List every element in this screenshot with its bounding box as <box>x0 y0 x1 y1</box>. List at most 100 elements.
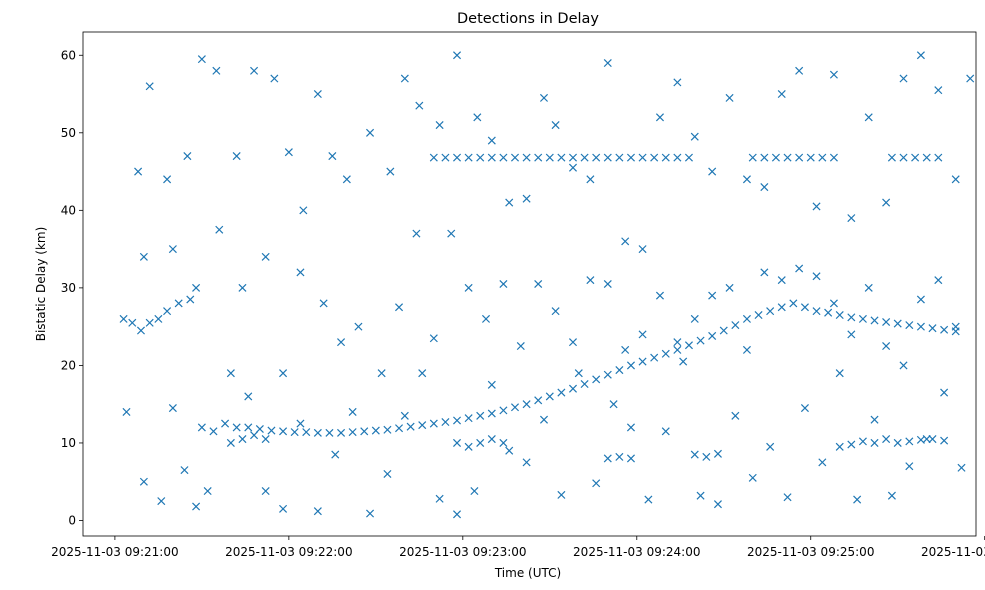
data-point <box>163 175 172 184</box>
data-point <box>806 153 815 162</box>
data-point <box>621 345 630 354</box>
data-point <box>934 153 943 162</box>
data-point <box>673 153 682 162</box>
data-point <box>499 153 508 162</box>
data-point <box>580 153 589 162</box>
data-point <box>418 421 427 430</box>
data-point <box>487 380 496 389</box>
data-point <box>551 121 560 130</box>
data-point <box>916 295 925 304</box>
data-point <box>679 357 688 366</box>
x-axis-label: Time (UTC) <box>494 566 561 580</box>
data-point <box>800 303 809 312</box>
data-point <box>452 153 462 162</box>
data-point <box>568 163 578 172</box>
data-point <box>505 198 514 207</box>
data-point <box>119 314 128 323</box>
data-point <box>319 299 328 308</box>
data-point <box>122 407 131 416</box>
data-point <box>464 153 473 162</box>
data-point <box>557 490 566 499</box>
y-tick-label: 60 <box>61 48 76 62</box>
data-point <box>279 369 288 378</box>
data-point <box>661 427 670 436</box>
data-point <box>400 74 409 83</box>
data-point <box>882 435 891 444</box>
data-point <box>905 321 914 330</box>
data-point <box>238 435 247 444</box>
data-point <box>592 153 601 162</box>
data-point <box>154 314 163 323</box>
data-point <box>395 424 404 433</box>
data-point <box>928 324 937 333</box>
data-point <box>754 310 763 320</box>
data-point <box>911 153 920 162</box>
data-point <box>650 353 659 362</box>
data-point <box>302 428 311 437</box>
data-point <box>696 491 705 500</box>
data-point <box>603 454 612 463</box>
data-point <box>638 245 647 254</box>
data-point <box>940 325 949 334</box>
y-axis-label: Bistatic Delay (km) <box>34 227 48 342</box>
data-point <box>766 307 775 316</box>
data-point <box>452 51 462 60</box>
data-point <box>348 407 357 416</box>
plot-frame <box>82 31 977 537</box>
data-point <box>395 303 404 312</box>
data-point <box>383 425 392 434</box>
data-point <box>429 419 438 428</box>
data-point <box>487 153 496 162</box>
data-point <box>957 463 966 472</box>
data-point <box>615 452 624 461</box>
data-point <box>516 342 525 351</box>
data-point <box>696 336 705 345</box>
data-point <box>742 345 751 354</box>
data-point <box>255 424 264 434</box>
data-point <box>128 318 137 327</box>
data-point <box>452 416 462 425</box>
data-point <box>829 70 838 79</box>
data-point <box>406 422 415 431</box>
data-point <box>371 426 380 435</box>
data-point <box>476 411 485 420</box>
data-point <box>557 153 566 162</box>
data-point <box>673 78 682 87</box>
x-tick-label: 2025-11-03 09:22:00 <box>225 545 352 559</box>
data-point <box>684 153 693 162</box>
data-point <box>870 438 879 447</box>
data-point <box>464 442 473 451</box>
data-point <box>267 426 276 435</box>
data-point <box>348 428 357 437</box>
data-point <box>592 479 601 488</box>
data-point <box>212 66 221 75</box>
data-point <box>742 175 751 184</box>
data-point <box>366 128 375 137</box>
data-point <box>725 283 734 292</box>
data-point <box>899 74 908 83</box>
data-point <box>899 361 908 370</box>
data-point <box>366 509 375 518</box>
data-point <box>499 279 508 289</box>
data-point <box>795 66 804 75</box>
data-point <box>328 152 337 161</box>
data-point <box>615 366 624 375</box>
x-tick-label: 2025-11-03 09:25:00 <box>747 545 874 559</box>
data-point <box>702 452 711 461</box>
data-point <box>226 438 235 447</box>
data-point <box>586 175 595 184</box>
data-point <box>279 427 288 436</box>
data-point <box>539 93 549 102</box>
data-point <box>487 435 496 444</box>
data-point <box>731 411 740 420</box>
data-point <box>922 153 931 162</box>
y-tick-label: 0 <box>68 513 76 527</box>
data-point <box>574 369 583 378</box>
data-point <box>777 90 786 99</box>
data-point <box>244 392 253 401</box>
data-point <box>313 90 322 99</box>
data-point <box>136 326 146 335</box>
data-point <box>603 279 612 289</box>
data-point <box>934 86 943 95</box>
data-point <box>673 345 682 354</box>
